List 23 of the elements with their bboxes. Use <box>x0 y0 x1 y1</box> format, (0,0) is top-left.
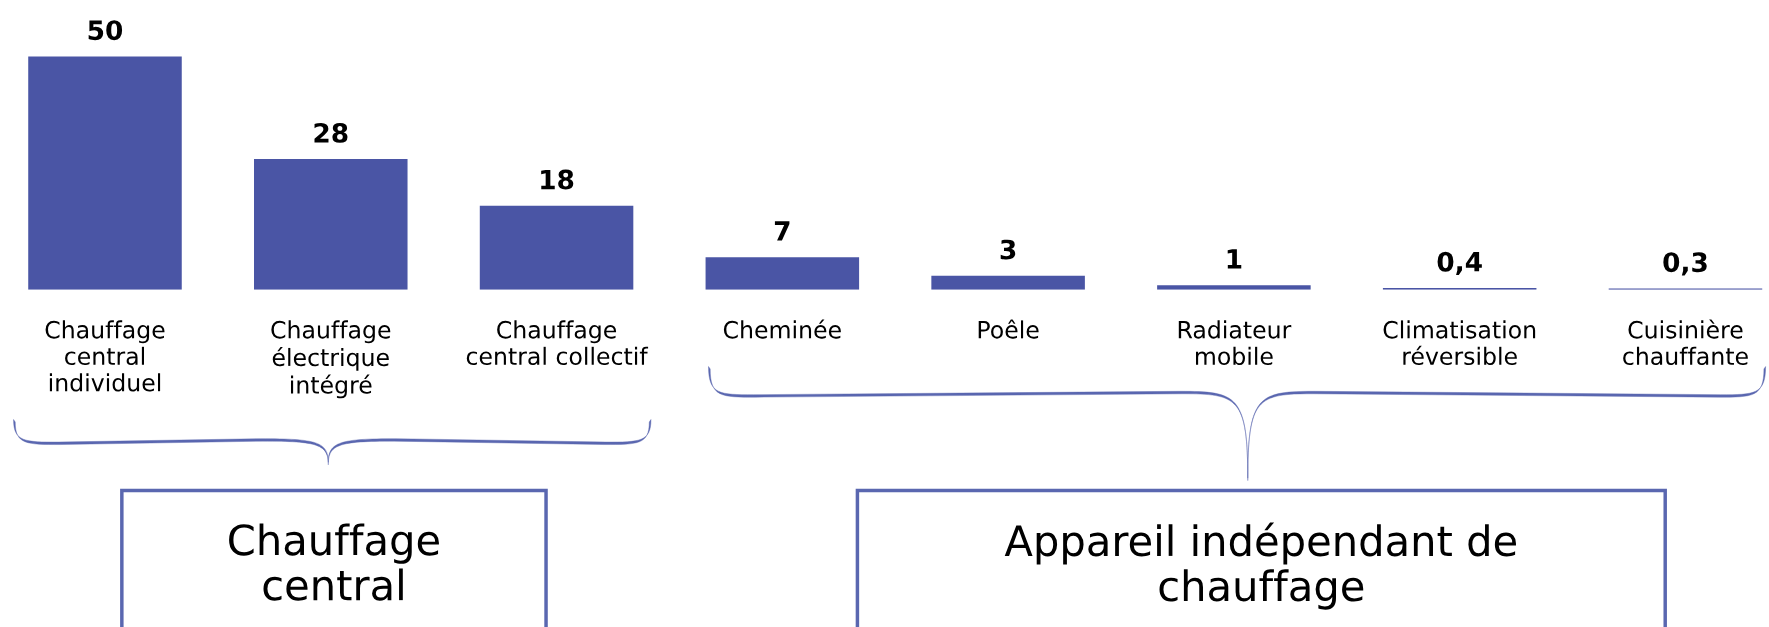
x-tick-label: Radiateur mobile <box>1178 320 1292 366</box>
x-tick-label: Climatisation réversible <box>1383 320 1536 366</box>
bar <box>931 275 1085 290</box>
x-tick-label: Chauffage central collectif <box>466 320 649 366</box>
x-tick-label: Cuisinière chauffante <box>1623 319 1748 366</box>
text: Appareil indépendant de chauffage <box>1004 522 1516 610</box>
x-tick-label: Poêle <box>978 319 1039 339</box>
data-label: 0,3 <box>1663 252 1707 276</box>
data-label: 3 <box>1000 239 1016 260</box>
data-label: 50 <box>88 20 123 41</box>
bar <box>254 159 408 290</box>
data-label: 28 <box>314 122 348 143</box>
data-label: 1 <box>1227 249 1242 269</box>
bar <box>705 257 860 290</box>
text: Chauffage central <box>229 523 439 601</box>
x-tick-label: Chauffage central individuel <box>45 320 165 392</box>
data-label: 0,4 <box>1437 251 1482 276</box>
x-tick-label: Chauffage électrique intégré <box>271 320 391 399</box>
data-label: 7 <box>774 221 790 241</box>
x-tick-label: Cheminée <box>723 319 841 339</box>
data-label: 18 <box>541 169 574 190</box>
bar <box>28 56 182 290</box>
bar <box>479 205 634 290</box>
